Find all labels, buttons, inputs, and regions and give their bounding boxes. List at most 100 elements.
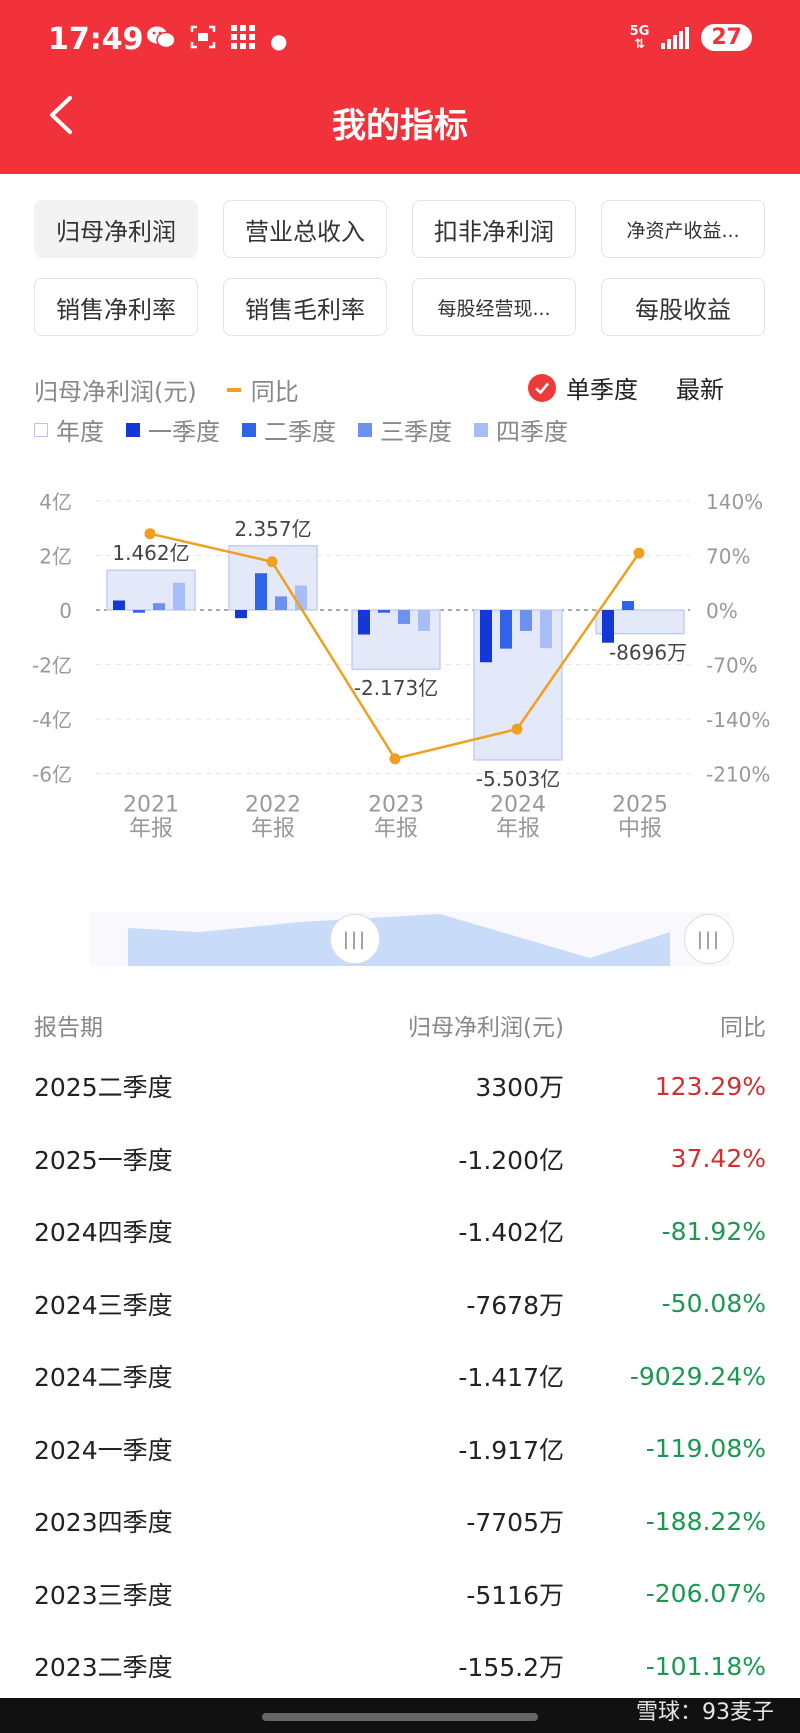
quarter-bar: [398, 610, 410, 624]
row-period: 2023二季度: [34, 1653, 173, 1683]
legend-annual[interactable]: 年度: [34, 412, 104, 447]
quarter-bar: [378, 610, 390, 613]
row-period: 2024一季度: [34, 1435, 173, 1465]
latest-button[interactable]: 最新: [676, 376, 724, 404]
table-row[interactable]: 2024一季度 -1.917亿 -119.08%: [34, 1413, 766, 1486]
table-row[interactable]: 2024二季度 -1.417亿 -9029.24%: [34, 1340, 766, 1413]
legend-q3[interactable]: 三季度: [358, 412, 452, 447]
metric-label: 归母净利润(元): [34, 378, 197, 406]
row-value: -1.200亿: [458, 1145, 564, 1175]
network-type: 5G ⇅: [629, 23, 650, 52]
row-yoy: -50.08%: [661, 1289, 766, 1319]
battery-badge: 27: [701, 24, 752, 51]
quarter-bar: [418, 610, 430, 631]
table-row[interactable]: 2023四季度 -7705万 -188.22%: [34, 1485, 766, 1558]
y-left-tick: -4亿: [32, 708, 72, 732]
net-profit-chart[interactable]: 4亿 2亿 0 -2亿 -4亿 -6亿 140% 70% 0% -70% -140% -210% 1.4…: [0, 470, 800, 880]
y-right-tick: 140%: [706, 490, 763, 514]
annual-value-label: 2.357亿: [234, 517, 311, 541]
tab-net-margin[interactable]: 销售净利率: [34, 278, 198, 336]
row-period: 2024四季度: [34, 1218, 173, 1248]
tab-deducted-net-profit[interactable]: 扣非净利润: [412, 200, 576, 258]
app-header: 17:49 ● 5G ⇅ 27 我的指标: [0, 0, 800, 174]
wechat-icon: [146, 24, 176, 57]
x-tick-label: 2024: [490, 793, 546, 818]
tab-gross-margin[interactable]: 销售毛利率: [223, 278, 387, 336]
metric-tabs: 归母净利润 营业总收入 扣非净利润 净资产收益... 销售净利率 销售毛利率 每…: [34, 200, 766, 336]
y-right-tick: -140%: [706, 708, 770, 732]
x-tick-label: 年报: [374, 817, 418, 842]
tab-total-revenue[interactable]: 营业总收入: [223, 200, 387, 258]
row-period: 2023三季度: [34, 1580, 173, 1610]
quarter-bar: [255, 573, 267, 610]
slider-right-handle[interactable]: |||: [684, 914, 734, 964]
chart-legend-series: 年度 一季度 二季度 三季度 四季度: [34, 412, 568, 447]
row-yoy: 37.42%: [670, 1144, 766, 1174]
tab-operating-cashflow-per-share[interactable]: 每股经营现...: [412, 278, 576, 336]
quarter-bar: [113, 600, 125, 610]
row-value: 3300万: [475, 1073, 564, 1103]
y-left-tick: 2亿: [39, 545, 72, 569]
chart-mode-toggle: 单季度 最新: [528, 370, 724, 405]
y-left-tick: -2亿: [32, 654, 72, 678]
table-body: 2025二季度 3300万 123.29% 2025一季度 -1.200亿 37.42% 2…: [34, 1050, 766, 1703]
range-slider[interactable]: ||| |||: [90, 912, 734, 966]
table-header: 报告期 归母净利润(元) 同比: [34, 1000, 766, 1050]
y-right-tick: -70%: [706, 654, 758, 678]
quarter-bar: [133, 610, 145, 613]
tab-net-profit[interactable]: 归母净利润: [34, 200, 198, 258]
legend-q2[interactable]: 二季度: [242, 412, 336, 447]
yoy-point: [144, 528, 156, 540]
row-value: -7678万: [466, 1290, 564, 1320]
row-value: -1.402亿: [458, 1218, 564, 1248]
y-right-tick: 0%: [706, 599, 738, 623]
back-button[interactable]: [40, 90, 90, 140]
row-period: 2025二季度: [34, 1073, 173, 1103]
legend-q1[interactable]: 一季度: [126, 412, 220, 447]
table-row[interactable]: 2025二季度 3300万 123.29%: [34, 1050, 766, 1123]
row-yoy: -101.18%: [645, 1651, 766, 1681]
yoy-line-swatch: [226, 387, 241, 392]
tab-eps[interactable]: 每股收益: [601, 278, 765, 336]
yoy-point: [633, 547, 645, 559]
tab-roe[interactable]: 净资产收益...: [601, 200, 765, 258]
legend-q4[interactable]: 四季度: [474, 412, 568, 447]
row-yoy: -81.92%: [661, 1216, 766, 1246]
y-left-tick: 4亿: [39, 490, 72, 514]
row-yoy: -206.07%: [645, 1579, 766, 1609]
header-yoy[interactable]: 同比: [720, 1015, 766, 1041]
x-tick-label: 年报: [251, 817, 295, 842]
annual-value-label: -8696万: [609, 641, 687, 665]
quarter-bar: [480, 610, 492, 663]
table-row[interactable]: 2024四季度 -1.402亿 -81.92%: [34, 1195, 766, 1268]
table-row[interactable]: 2023二季度 -155.2万 -101.18%: [34, 1630, 766, 1703]
page-title: 我的指标: [332, 106, 468, 146]
x-tick-label: 2023: [368, 793, 424, 818]
x-tick-label: 2022: [245, 793, 301, 818]
x-tick-label: 中报: [618, 817, 662, 842]
slider-left-handle[interactable]: |||: [330, 914, 380, 964]
table-row[interactable]: 2025一季度 -1.200亿 37.42%: [34, 1123, 766, 1196]
quarter-bar: [153, 603, 165, 610]
data-table: 报告期 归母净利润(元) 同比 2025二季度 3300万 123.29% 2025一…: [34, 1000, 766, 1703]
signal-icon: [661, 26, 690, 49]
header-period[interactable]: 报告期: [34, 1015, 103, 1041]
row-yoy: -9029.24%: [629, 1361, 766, 1391]
chevron-left-icon: [50, 96, 72, 134]
table-row[interactable]: 2023三季度 -5116万 -206.07%: [34, 1558, 766, 1631]
row-yoy: -119.08%: [645, 1434, 766, 1464]
header-net-profit[interactable]: 归母净利润(元): [408, 1015, 564, 1041]
dot-icon: ●: [270, 28, 288, 53]
quarter-bar: [358, 610, 370, 635]
status-notification-icons: ●: [146, 24, 287, 57]
quarter-bar: [173, 582, 185, 610]
row-period: 2024三季度: [34, 1290, 173, 1320]
home-indicator[interactable]: [262, 1713, 538, 1721]
table-row[interactable]: 2024三季度 -7678万 -50.08%: [34, 1268, 766, 1341]
row-value: -1.417亿: [458, 1363, 564, 1393]
single-quarter-toggle[interactable]: 单季度: [566, 376, 638, 404]
chart-legend-metric: 归母净利润(元) 同比: [34, 372, 299, 407]
checkmark-icon[interactable]: [528, 373, 556, 402]
y-left-tick: 0: [59, 599, 72, 623]
row-yoy: 123.29%: [654, 1071, 766, 1101]
